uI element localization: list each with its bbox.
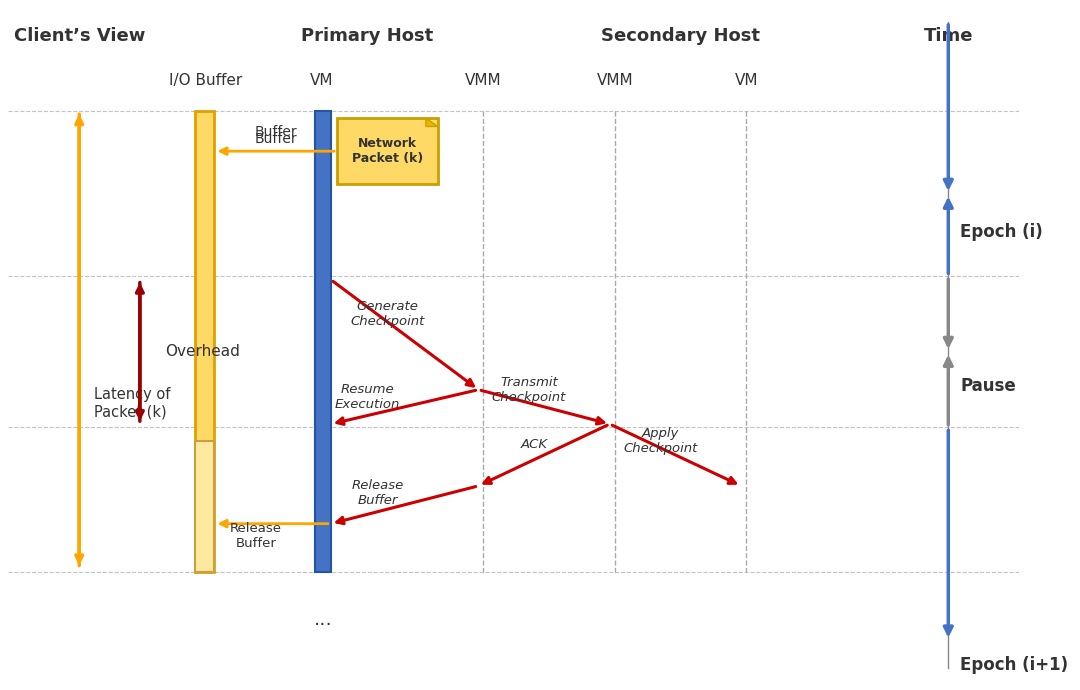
- FancyBboxPatch shape: [314, 111, 330, 572]
- FancyBboxPatch shape: [337, 118, 438, 184]
- Text: Generate
Checkpoint: Generate Checkpoint: [350, 300, 424, 328]
- Text: Buffer: Buffer: [255, 125, 298, 139]
- FancyBboxPatch shape: [195, 441, 214, 572]
- Text: VM: VM: [734, 73, 758, 88]
- Text: Client’s View: Client’s View: [14, 27, 145, 45]
- Text: Pause: Pause: [960, 377, 1016, 395]
- Text: ACK: ACK: [521, 438, 548, 451]
- Text: Overhead: Overhead: [165, 344, 240, 359]
- Text: Release
Buffer: Release Buffer: [351, 479, 404, 506]
- Text: Secondary Host: Secondary Host: [600, 27, 760, 45]
- Text: VM: VM: [310, 73, 334, 88]
- Text: I/O Buffer: I/O Buffer: [168, 73, 242, 88]
- Text: Buffer: Buffer: [255, 132, 298, 146]
- Text: Transmit
Checkpoint: Transmit Checkpoint: [491, 375, 566, 404]
- Text: Release
Buffer: Release Buffer: [230, 522, 282, 550]
- Text: Apply
Checkpoint: Apply Checkpoint: [623, 427, 698, 455]
- Text: Latency of
Packet (k): Latency of Packet (k): [94, 387, 171, 420]
- Text: Network
Packet (k): Network Packet (k): [352, 137, 423, 165]
- Text: VMM: VMM: [596, 73, 633, 88]
- Text: Resume
Execution: Resume Execution: [335, 382, 400, 411]
- Polygon shape: [426, 118, 438, 126]
- Text: Epoch (i+1): Epoch (i+1): [960, 656, 1068, 673]
- Text: Time: Time: [923, 27, 973, 45]
- Text: ...: ...: [313, 611, 333, 629]
- Text: Primary Host: Primary Host: [301, 27, 433, 45]
- FancyBboxPatch shape: [195, 111, 214, 572]
- Text: Epoch (i): Epoch (i): [960, 223, 1043, 241]
- Text: VMM: VMM: [465, 73, 502, 88]
